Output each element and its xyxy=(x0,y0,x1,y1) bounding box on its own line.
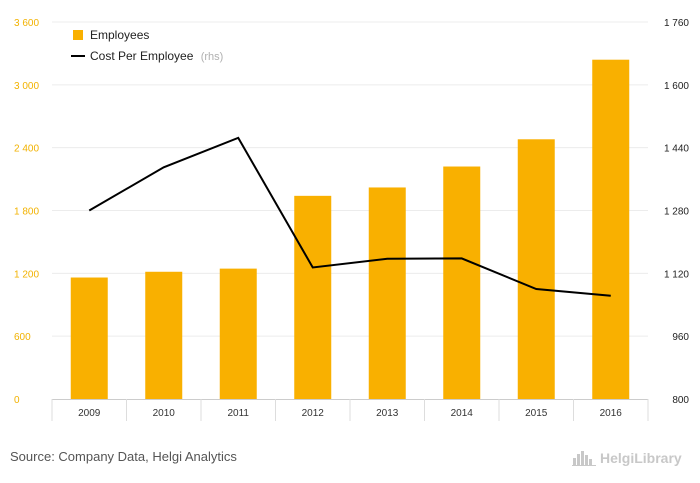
right-tick-label: 960 xyxy=(672,332,689,343)
left-tick-label: 3 600 xyxy=(14,18,39,29)
bar-employees xyxy=(70,277,108,399)
bar-employees xyxy=(443,166,481,399)
left-tick-label: 3 000 xyxy=(14,81,39,92)
legend: Employees Cost Per Employee (rhs) xyxy=(71,28,223,63)
right-tick-label: 800 xyxy=(672,395,689,406)
right-tick-label: 1 440 xyxy=(664,144,689,155)
bar-employees xyxy=(145,271,183,399)
right-tick-label: 1 600 xyxy=(664,81,689,92)
bar-employees xyxy=(294,195,332,399)
legend-label-employees: Employees xyxy=(90,28,149,42)
bar-employees xyxy=(592,59,630,399)
logo-text: HelgiLibrary xyxy=(600,450,682,466)
right-tick-label: 1 120 xyxy=(664,269,689,280)
cost-per-employee-line xyxy=(88,136,611,297)
left-tick-label: 1 800 xyxy=(14,207,39,218)
left-tick-label: 0 xyxy=(14,395,20,406)
left-axis-ticks: 0 600 1 200 1 800 2 400 3 000 3 600 xyxy=(14,18,39,406)
bar-employees xyxy=(368,187,406,399)
left-tick-label: 2 400 xyxy=(14,144,39,155)
grid-lines xyxy=(52,21,648,337)
city-skyline-icon xyxy=(572,451,596,466)
x-axis: 2009 2010 2011 2012 2013 2014 2015 2016 xyxy=(51,399,649,421)
x-tick-label: 2016 xyxy=(600,408,623,419)
legend-swatch-employees xyxy=(73,30,83,40)
x-tick-label: 2010 xyxy=(153,408,176,419)
bar-employees xyxy=(517,139,555,400)
legend-label-cost: Cost Per Employee (rhs) xyxy=(90,49,223,63)
right-tick-label: 1 760 xyxy=(664,18,689,29)
x-tick-label: 2011 xyxy=(227,408,249,419)
right-axis-ticks: 800 960 1 120 1 280 1 440 1 600 1 760 xyxy=(664,18,689,406)
left-tick-label: 1 200 xyxy=(14,269,39,280)
employees-bars xyxy=(70,59,630,400)
source-note: Source: Company Data, Helgi Analytics xyxy=(10,449,237,464)
combo-chart: 2009 2010 2011 2012 2013 2014 2015 2016 0 600 1 2… xyxy=(14,18,689,421)
x-tick-label: 2012 xyxy=(302,408,325,419)
bar-employees xyxy=(219,268,257,399)
x-tick-label: 2015 xyxy=(525,408,548,419)
left-tick-label: 600 xyxy=(14,332,31,343)
x-tick-label: 2013 xyxy=(376,408,399,419)
right-tick-label: 1 280 xyxy=(664,207,689,218)
helgi-library-logo: HelgiLibrary xyxy=(572,450,682,466)
x-tick-label: 2009 xyxy=(78,408,101,419)
line-cost-per-employee xyxy=(88,136,611,297)
legend-label-cost-name: Cost Per Employee xyxy=(90,49,194,63)
legend-label-cost-suffix: (rhs) xyxy=(201,51,224,63)
x-tick-label: 2014 xyxy=(451,408,474,419)
